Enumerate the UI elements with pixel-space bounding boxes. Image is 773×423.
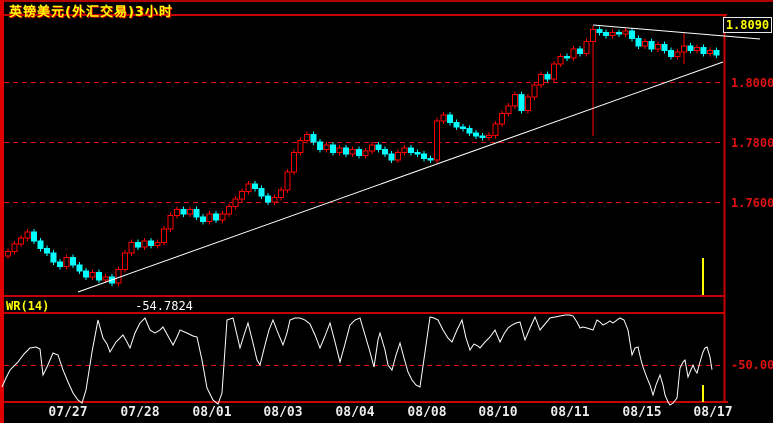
time-axis-label: 08/08	[407, 405, 447, 420]
descending-trendline[interactable]	[592, 24, 761, 40]
time-axis-label: 08/11	[550, 405, 590, 420]
chart-title: 英镑美元(外汇交易)3小时	[9, 5, 173, 20]
time-axis-label: 08/01	[192, 405, 232, 420]
time-axis-label: 07/27	[48, 405, 88, 420]
window-left-border	[0, 0, 4, 423]
time-axis-label: 08/17	[693, 405, 733, 420]
price-axis-label: 1.7600	[731, 196, 773, 210]
indicator-value-readout: -54.7824	[135, 299, 193, 313]
candles-group	[5, 25, 720, 286]
current-price-badge: 1.8090	[723, 17, 772, 33]
time-axis-label: 08/15	[622, 405, 662, 420]
time-axis-label: 08/04	[335, 405, 375, 420]
price-axis-label: 1.8000	[731, 76, 773, 90]
time-axis-label: 08/10	[478, 405, 518, 420]
indicator-name-label: WR(14)	[6, 299, 50, 313]
price-axis-label: 1.7800	[731, 136, 773, 150]
wr-indicator-line	[1, 314, 713, 406]
time-axis-label: 08/03	[263, 405, 303, 420]
time-axis-label: 07/28	[120, 405, 160, 420]
indicator-level-label: -50.0000	[731, 358, 773, 372]
ascending-trendline[interactable]	[77, 61, 724, 293]
